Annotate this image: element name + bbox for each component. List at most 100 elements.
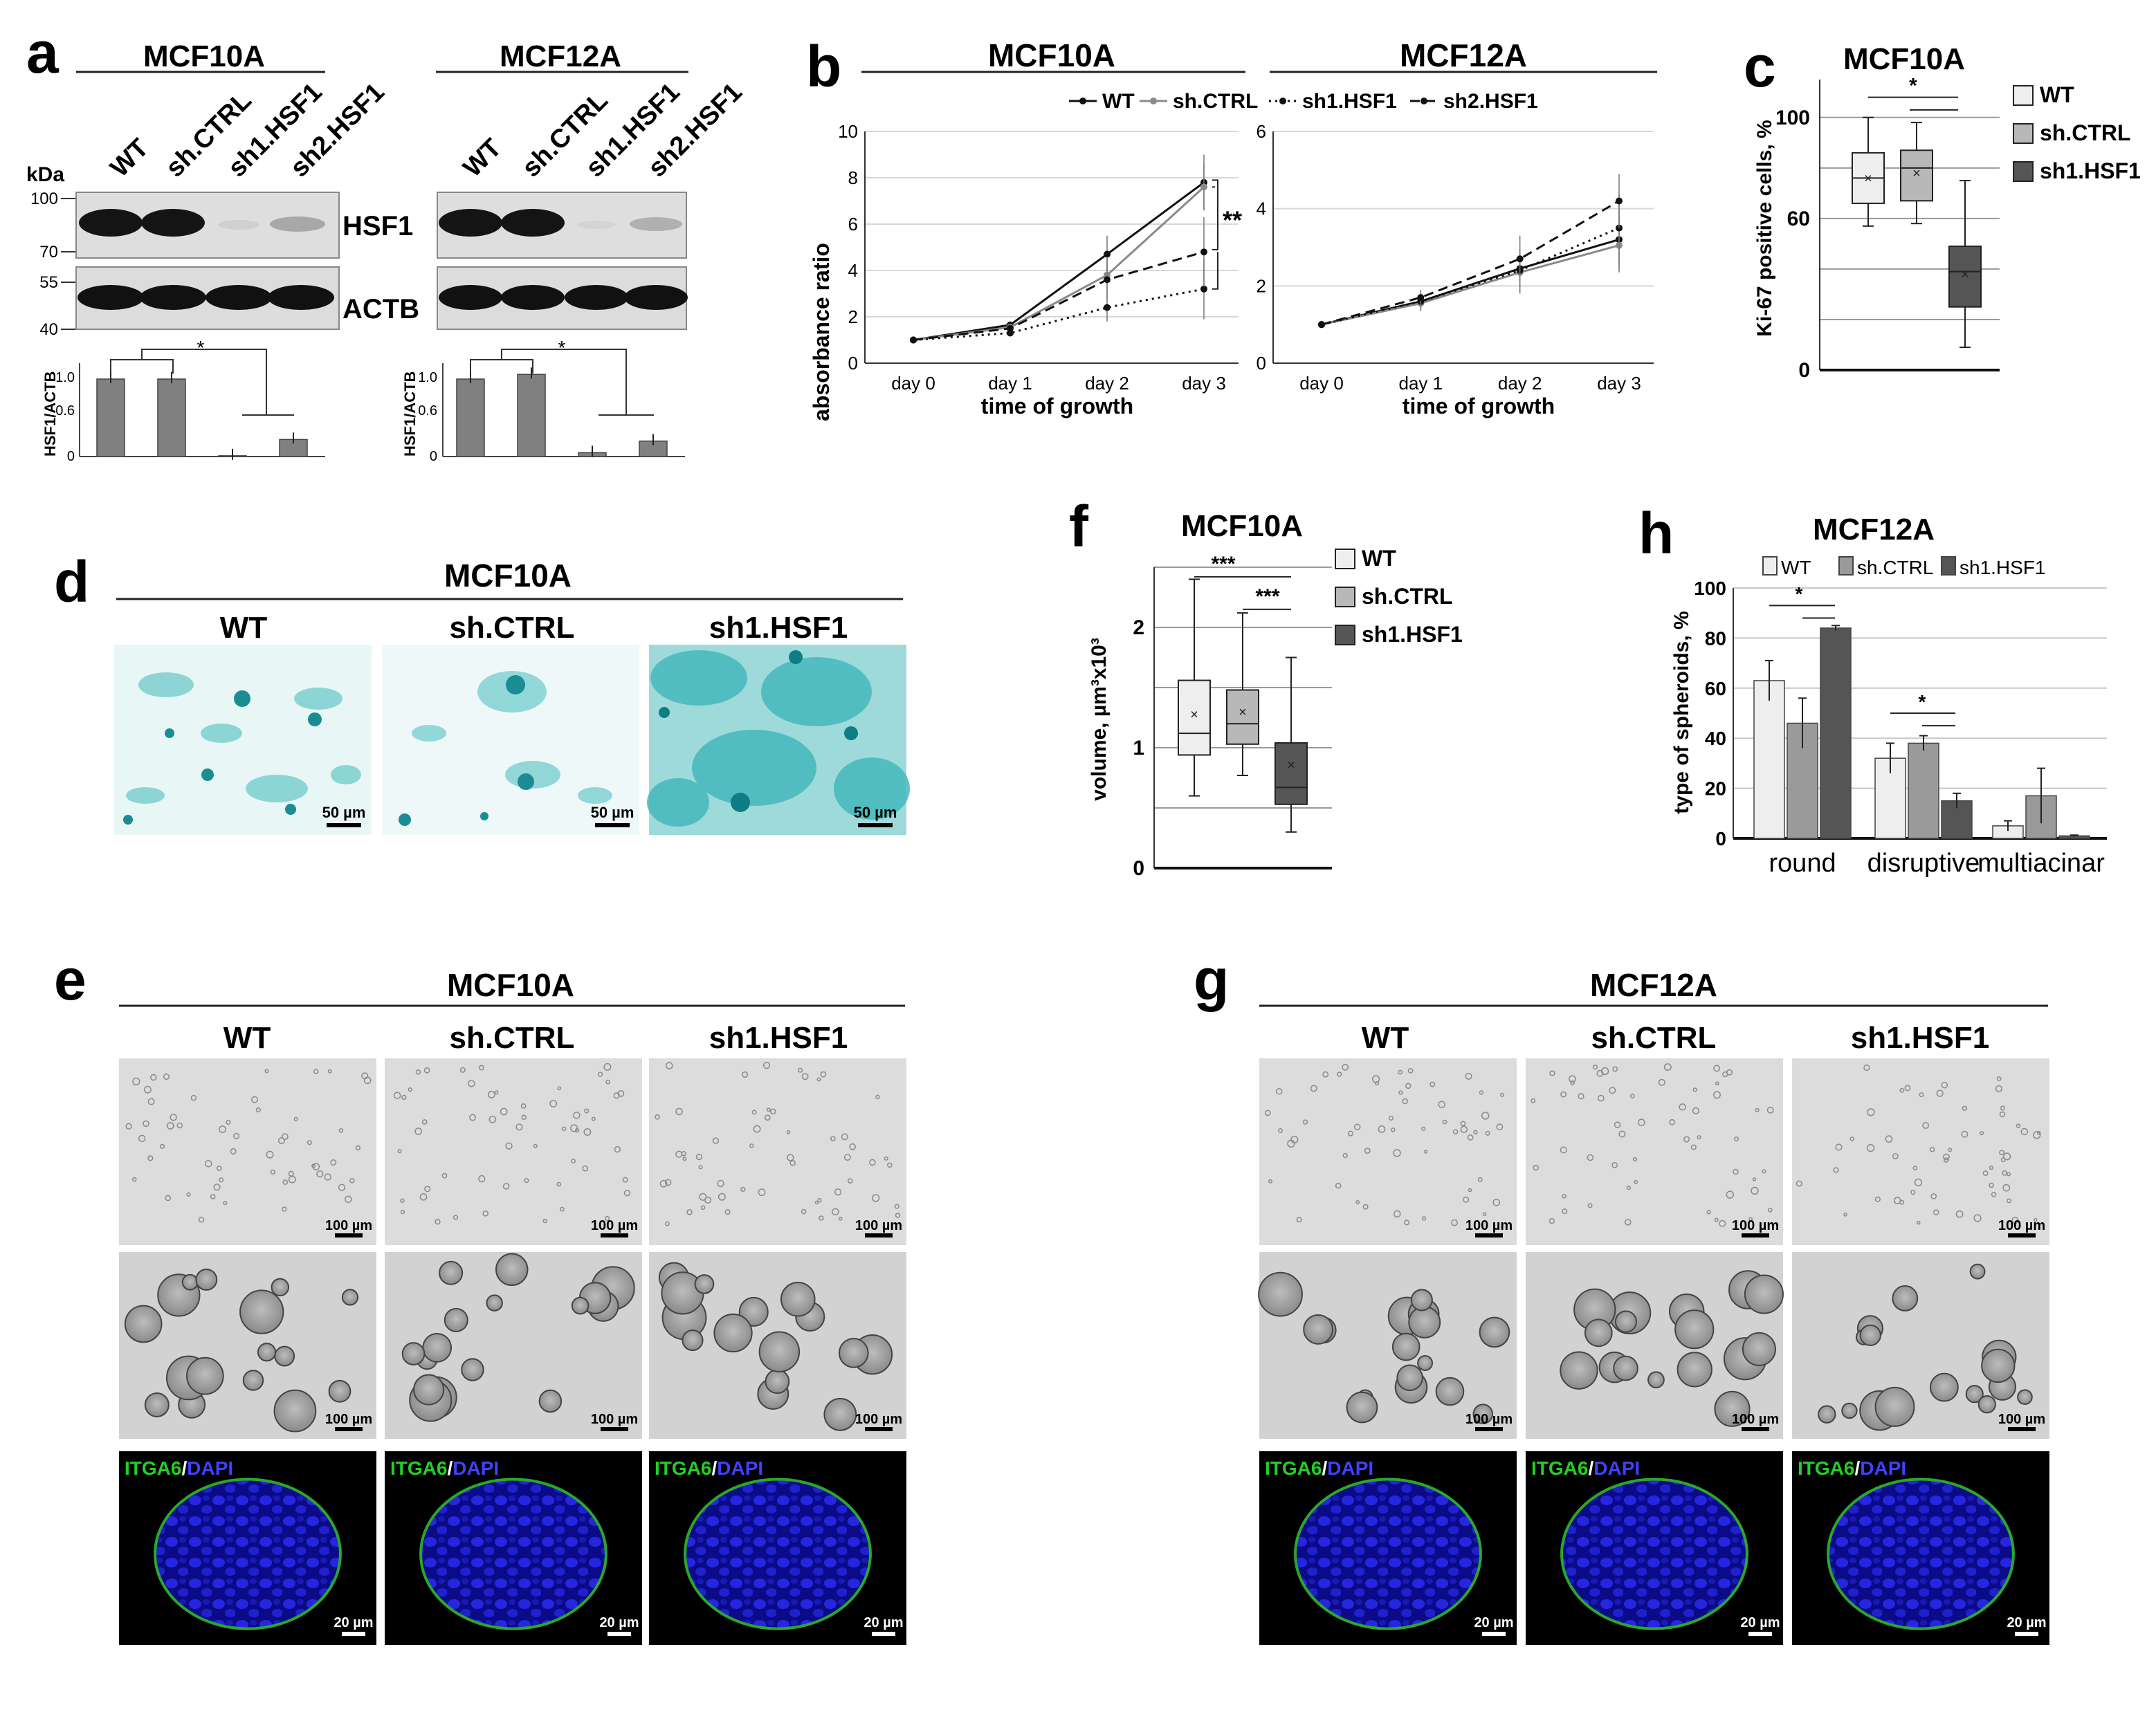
spheroid <box>1827 1478 2015 1630</box>
stain-label-slash: / <box>447 1457 453 1479</box>
legend-marker <box>1279 98 1286 104</box>
x-tick-label: multiacinar <box>1977 849 2105 878</box>
x-tick-label: day 3 <box>1597 373 1641 394</box>
immunofluorescence-image: ITGA6/DAPI 20 µm <box>649 1451 906 1645</box>
marker-label: 70 <box>39 243 58 261</box>
kda-label: kDa <box>26 163 64 186</box>
data-point <box>1200 183 1207 191</box>
legend-swatch <box>1335 549 1355 569</box>
panel-e-title: MCF10A <box>447 967 574 1003</box>
panel-b-legend: WT sh.CTRL sh1.HSF1 sh2.HSF1 <box>1069 90 1538 113</box>
quant-ytick: 0 <box>67 449 75 464</box>
legend-marker <box>1079 98 1086 104</box>
panel-b: b MCF10A MCF12A WT sh.CTRL sh1.HSF1 sh2.HSF… <box>806 34 1657 421</box>
sig-star: * <box>1919 691 1926 712</box>
series-line <box>913 181 1205 341</box>
panel-e-col: sh1.HSF1 <box>709 1021 848 1055</box>
immunofluorescence-image: ITGA6/DAPI 20 µm <box>1259 1451 1517 1645</box>
bar <box>1908 742 1939 839</box>
scale-bar-label: 20 µm <box>334 1615 373 1630</box>
stain-label: ITGA6/DAPI <box>125 1457 233 1479</box>
blot-label-hsf1: HSF1 <box>342 211 413 241</box>
stain-label-green: ITGA6 <box>125 1457 181 1479</box>
panel-d-letter: d <box>54 549 89 614</box>
blot-label-actb: ACTB <box>342 294 419 324</box>
sig-bracket <box>1194 576 1291 610</box>
x-tick-label: day 1 <box>988 373 1032 394</box>
scale-bar-label: 20 µm <box>2007 1615 2046 1630</box>
scale-bar-label: 100 µm <box>855 1218 902 1233</box>
y-tick-label: 100 <box>1775 107 1810 129</box>
quant-ytick: 1.0 <box>55 370 75 385</box>
legend-swatch <box>1762 556 1778 576</box>
ki67-boxplot: 0 60 100 × × × WT sh.CTRL sh1.HSF1 * <box>1775 74 2141 382</box>
immunofluorescence-image: ITGA6/DAPI 20 µm <box>1526 1451 1783 1645</box>
legend-swatch <box>2013 85 2034 106</box>
sig-star: *** <box>1211 553 1235 576</box>
quant-bar <box>96 378 125 457</box>
spheroid <box>1294 1478 1482 1630</box>
panel-h-letter: h <box>1638 501 1674 566</box>
panel-b-xlabel: time of growth <box>981 394 1133 418</box>
staining-image-wt: 50 µm <box>114 645 372 835</box>
quant-ylabel: HSF1/ACTB <box>42 371 59 457</box>
bar <box>1820 627 1852 839</box>
blot-band <box>270 217 325 232</box>
bar <box>1753 680 1785 839</box>
scale-bar-label: 50 µm <box>591 804 634 821</box>
y-tick-label: 20 <box>1705 778 1726 800</box>
y-tick-label: 0 <box>1798 359 1810 382</box>
blot-band <box>630 217 682 231</box>
panel-d: d MCF10A WT sh.CTRL sh1.HSF1 50 µm <box>54 549 910 835</box>
x-tick-label: day 0 <box>891 373 935 394</box>
stain-label: ITGA6/DAPI <box>1531 1457 1640 1479</box>
data-point <box>1104 304 1111 311</box>
scale-bar-label: 100 µm <box>591 1412 638 1427</box>
brightfield-image-3d: 100 µm <box>1258 1252 1517 1439</box>
scale-bar-label: 50 µm <box>854 804 897 821</box>
brightfield-image-2d: 100 µm <box>385 1058 642 1245</box>
scale-bar-label: 100 µm <box>1998 1412 2045 1427</box>
box <box>1226 689 1259 745</box>
quant-ytick: 1.0 <box>418 370 437 385</box>
legend-swatch <box>1335 625 1355 645</box>
panel-g: g MCF12A WT sh.CTRL sh1.HSF1 100 µm 100 µ… <box>1194 947 2049 1645</box>
panel-g-col: sh1.HSF1 <box>1851 1021 1990 1055</box>
sig-star: * <box>1796 583 1803 605</box>
data-point <box>1516 255 1524 263</box>
stain-label-slash: / <box>181 1457 187 1479</box>
quant-bar <box>157 378 186 457</box>
mean-marker: × <box>1961 267 1969 282</box>
quant-ylabel: HSF1/ACTB <box>401 371 419 457</box>
panel-e-letter: e <box>54 947 86 1012</box>
sig-star: *** <box>1255 585 1279 608</box>
panel-c-title: MCF10A <box>1843 42 1965 76</box>
x-tick-label: disruptive <box>1867 849 1980 878</box>
stain-label-slash: / <box>1588 1457 1593 1479</box>
stain-label: ITGA6/DAPI <box>1265 1457 1373 1479</box>
legend-label: sh1.HSF1 <box>2040 158 2141 183</box>
y-tick-label: 0 <box>1715 828 1726 849</box>
quant-ytick: 0.6 <box>55 403 75 418</box>
scale-bar-label: 100 µm <box>1732 1218 1779 1233</box>
data-point <box>1616 197 1623 205</box>
brightfield-image-2d: 100 µm <box>649 1058 906 1245</box>
quant-bar <box>517 374 546 457</box>
volume-boxplot: 0 1 2 × × × WT sh.CTRL sh1.HSF1 *** *** <box>1133 546 1463 880</box>
marker-label: 100 <box>30 190 58 208</box>
y-tick-label: 0 <box>1257 353 1266 374</box>
stain-label-blue: DAPI <box>1327 1457 1373 1479</box>
legend-label: WT <box>2040 82 2074 107</box>
panel-e: e MCF10A WT sh.CTRL sh1.HSF1 100 µm 100 µ… <box>54 947 906 1645</box>
y-tick-label: 60 <box>1787 208 1810 230</box>
legend-marker <box>1150 98 1157 104</box>
panel-f: f MCF10A volume, µm³x10³ 0 1 2 × × × WT sh.CTRL… <box>1069 494 1463 880</box>
brightfield-image-2d: 100 µm <box>1259 1058 1517 1245</box>
brightfield-image-2d: 100 µm <box>119 1058 376 1245</box>
y-tick-label: 80 <box>1705 627 1726 649</box>
brightfield-image-3d: 100 µm <box>119 1252 376 1439</box>
spheroid <box>419 1478 607 1630</box>
mean-marker: × <box>1190 707 1198 722</box>
